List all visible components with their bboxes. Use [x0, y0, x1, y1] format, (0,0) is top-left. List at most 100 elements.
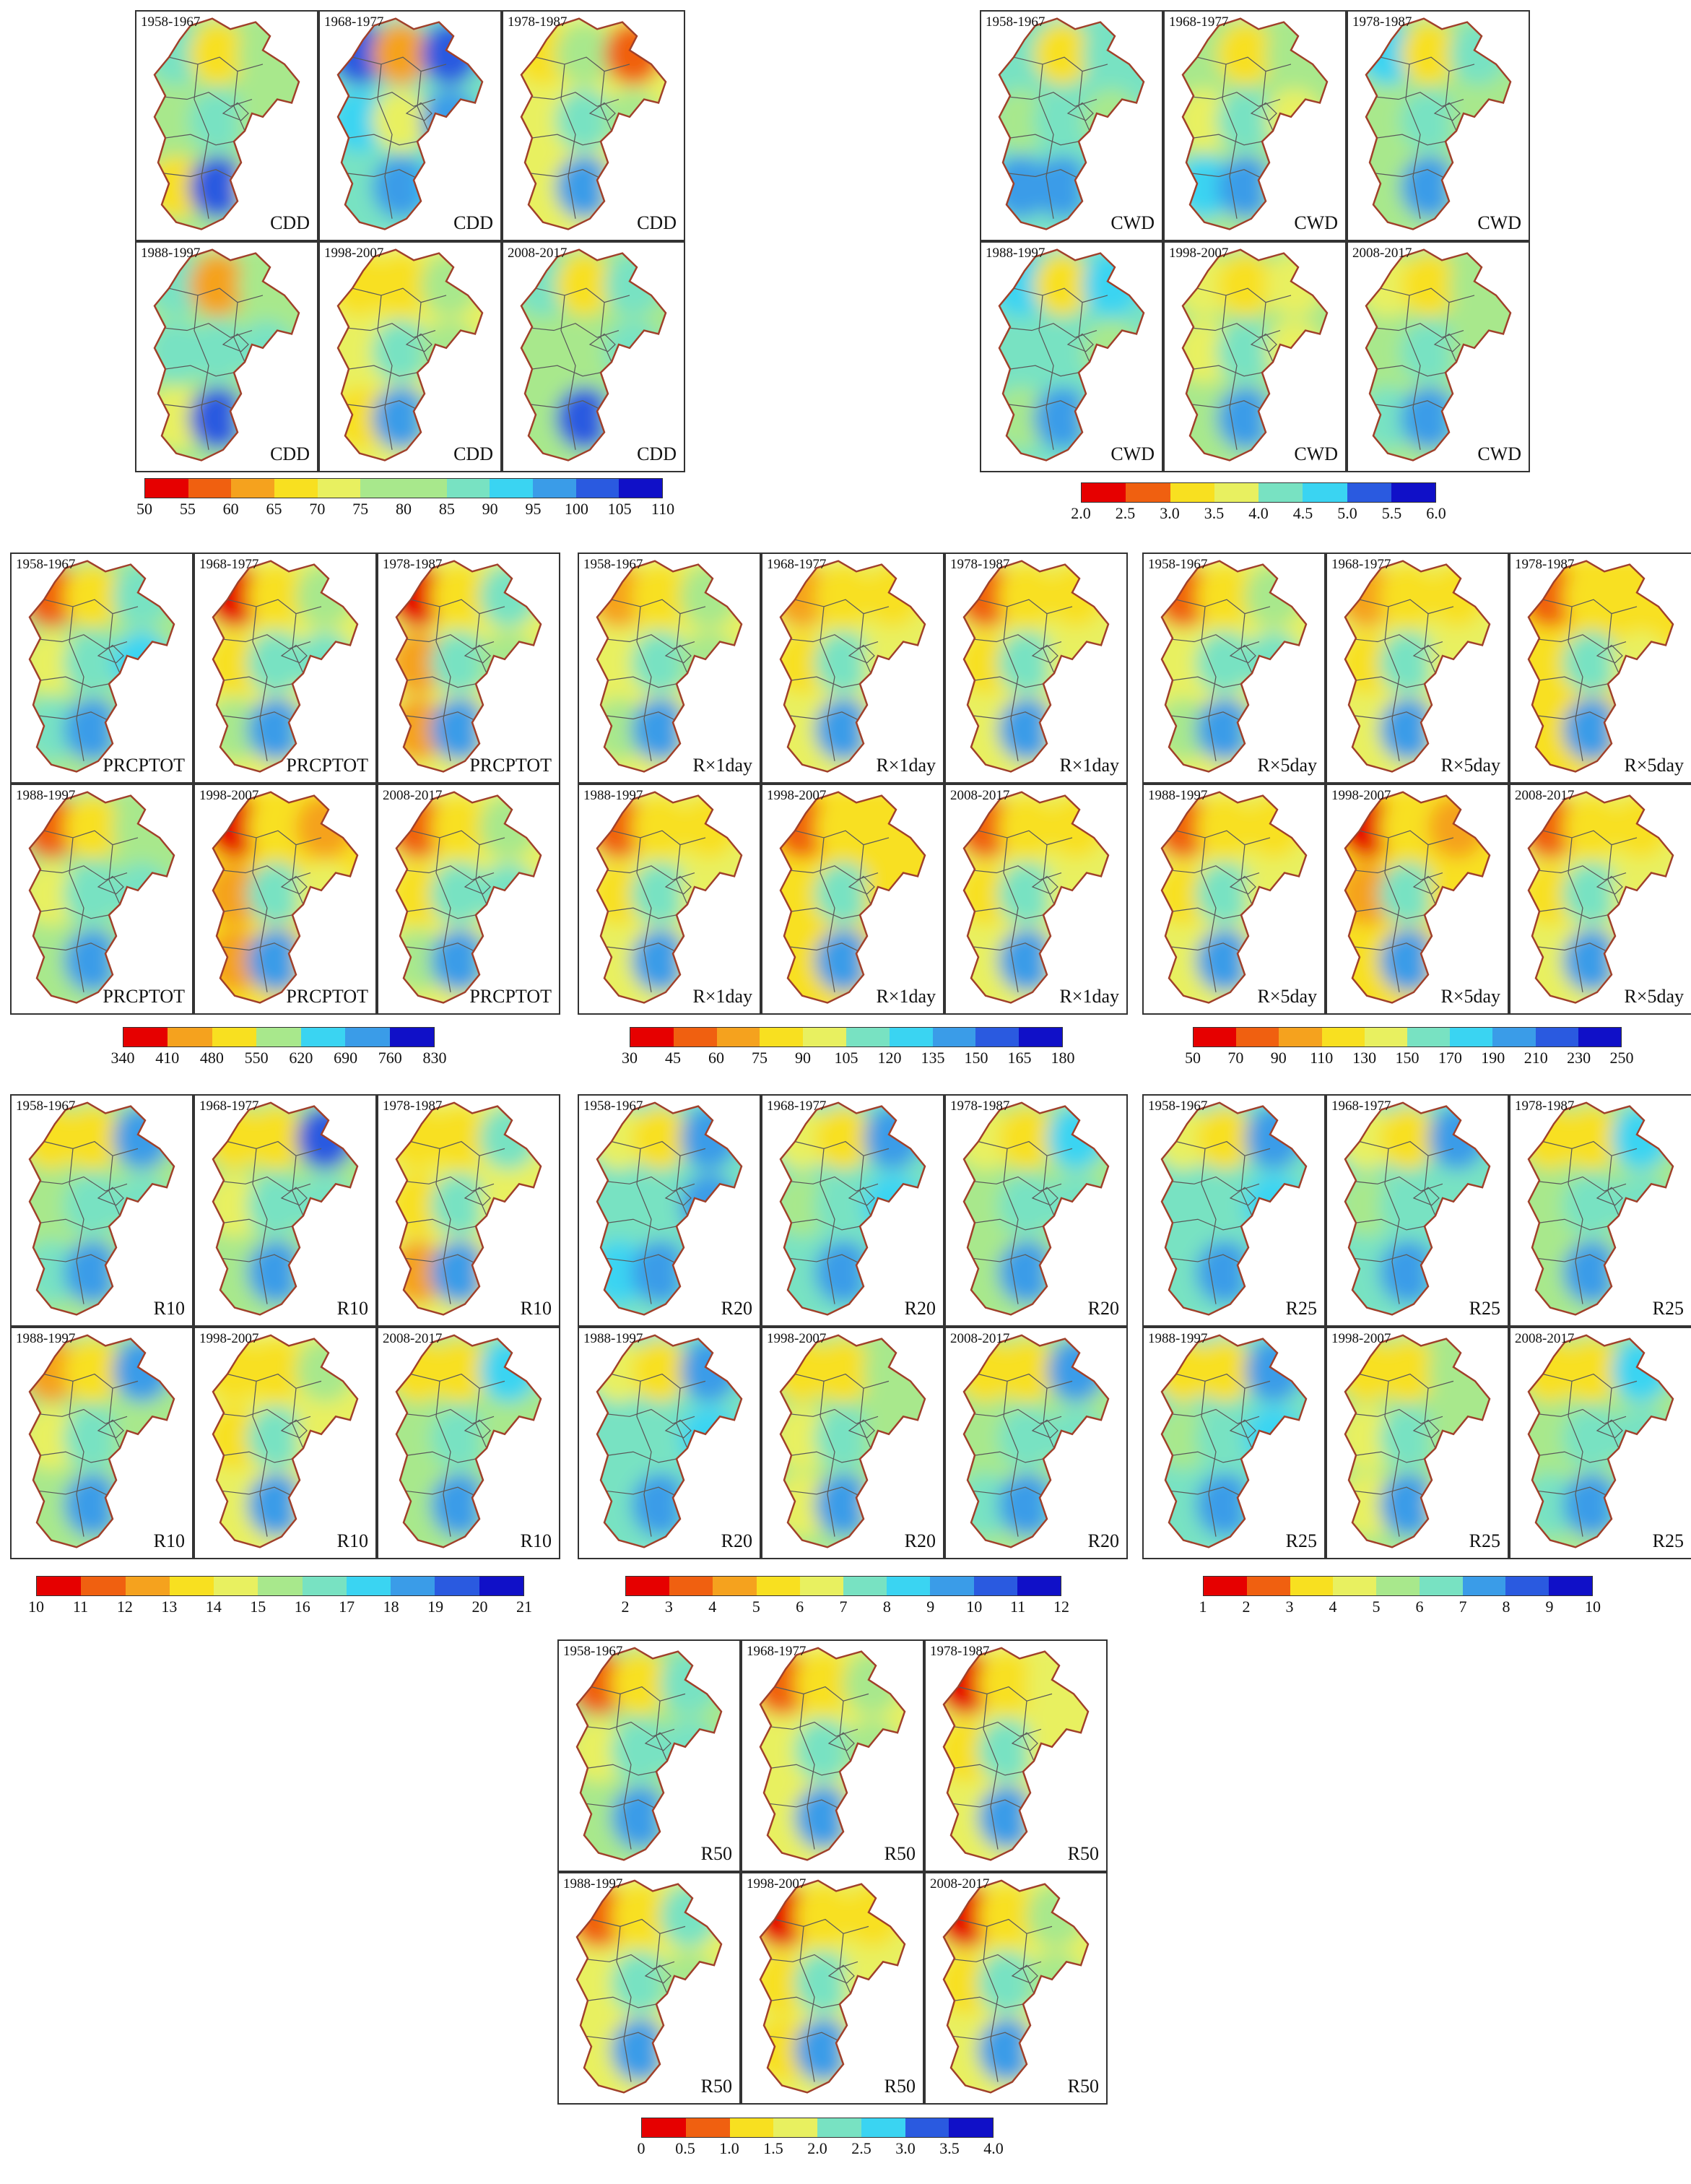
- colorbar-tick-label: 10: [28, 1598, 44, 1616]
- colorbar-tick-label: 21: [516, 1598, 532, 1616]
- colorbar-tick-label: 60: [708, 1049, 724, 1067]
- colorbar-scale: [625, 1576, 1061, 1596]
- choropleth-map: [759, 1879, 906, 2094]
- colorbar: 2 3 4 5 6 7 8 9 10 11 12: [621, 1576, 1069, 1619]
- index-label: R25: [1285, 1530, 1317, 1551]
- colorbar-tick-label: 4.0: [1248, 504, 1269, 522]
- period-label: 2008-2017: [1352, 246, 1412, 261]
- choropleth-map: [596, 560, 743, 773]
- choropleth-map: [395, 1101, 542, 1316]
- period-label: 1988-1997: [563, 1876, 623, 1892]
- index-label: R25: [1469, 1298, 1500, 1319]
- colorbar-tick-label: 16: [294, 1598, 310, 1616]
- colorbar-swatch: [302, 1577, 347, 1595]
- colorbar-tick-label: 760: [378, 1049, 402, 1067]
- map-panel: 1978-1987 PRCPTOT: [377, 552, 560, 784]
- map-panel: 1978-1987 CWD: [1347, 10, 1530, 241]
- map-panel: 1998-2007 R10: [194, 1327, 377, 1559]
- period-label: 1988-1997: [1148, 1331, 1208, 1346]
- colorbar-swatch: [760, 1028, 804, 1046]
- index-label: CDD: [637, 443, 677, 464]
- index-label: R×1day: [876, 755, 936, 776]
- choropleth-map: [1160, 1334, 1308, 1548]
- colorbar-tick-label: 2.0: [1071, 504, 1091, 522]
- period-label: 1968-1977: [767, 1098, 827, 1114]
- colorbar-swatch: [1549, 1577, 1593, 1595]
- colorbar-tick-label: 105: [607, 500, 632, 518]
- colorbar-tick-label: 110: [1310, 1049, 1334, 1067]
- colorbar-swatch: [930, 1577, 974, 1595]
- choropleth-map: [1344, 791, 1491, 1004]
- colorbar-tick-label: 170: [1438, 1049, 1462, 1067]
- period-label: 1958-1967: [141, 14, 201, 30]
- colorbar-tick-label: 3.0: [1160, 504, 1180, 522]
- colorbar-swatch: [713, 1577, 757, 1595]
- map-panel: 2008-2017 CDD: [502, 241, 685, 472]
- map-panel: 1998-2007 CDD: [318, 241, 502, 472]
- map-panel: 1968-1977 R20: [761, 1094, 944, 1327]
- index-label: R×5day: [1624, 986, 1684, 1007]
- period-label: 1998-2007: [747, 1876, 807, 1892]
- colorbar-swatch: [345, 1028, 390, 1046]
- colorbar-swatch: [843, 1577, 887, 1595]
- map-panel: 1968-1977 R25: [1326, 1094, 1509, 1327]
- map-panel: 1998-2007 PRCPTOT: [194, 784, 377, 1015]
- period-label: 2008-2017: [383, 788, 443, 803]
- index-label: PRCPTOT: [469, 986, 552, 1007]
- colorbar-swatch: [1333, 1577, 1377, 1595]
- colorbar-swatch: [905, 2118, 949, 2137]
- colorbar-swatch: [949, 2118, 993, 2137]
- map-panel: 2008-2017 R50: [924, 1872, 1108, 2105]
- colorbar-swatch: [889, 1028, 933, 1046]
- period-label: 1958-1967: [583, 1098, 643, 1114]
- map-panel: 1998-2007 R20: [761, 1327, 944, 1559]
- colorbar-tick-label: 5.0: [1337, 504, 1357, 522]
- colorbar-tick-label: 12: [1053, 1598, 1069, 1616]
- choropleth-map: [28, 1101, 175, 1316]
- colorbar-swatch: [642, 2118, 686, 2137]
- colorbar-tick-label: 50: [136, 500, 152, 518]
- colorbar-swatch: [773, 2118, 817, 2137]
- index-label: PRCPTOT: [286, 755, 368, 776]
- period-label: 1998-2007: [1331, 1331, 1391, 1346]
- colorbar-tick-label: 2: [621, 1598, 630, 1616]
- index-label: R×5day: [1257, 755, 1317, 776]
- index-label: R20: [904, 1298, 936, 1319]
- colorbar-swatch: [630, 1028, 674, 1046]
- choropleth-map: [962, 791, 1110, 1004]
- colorbar-tick-label: 60: [222, 500, 239, 518]
- colorbar-tick-label: 0: [637, 2139, 645, 2157]
- period-label: 1988-1997: [16, 788, 76, 803]
- choropleth-map: [962, 560, 1110, 773]
- colorbar-tick-label: 90: [1270, 1049, 1287, 1067]
- colorbar-swatch: [846, 1028, 890, 1046]
- colorbar-swatch: [188, 479, 232, 498]
- choropleth-map: [779, 1101, 926, 1316]
- index-label: PRCPTOT: [286, 986, 368, 1007]
- colorbar-swatch: [123, 1028, 168, 1046]
- colorbar-swatch: [669, 1577, 713, 1595]
- choropleth-map: [575, 1647, 723, 1861]
- colorbar-tick-label: 17: [339, 1598, 355, 1616]
- colorbar-tick-label: 165: [1007, 1049, 1032, 1067]
- colorbar-swatch: [1246, 1577, 1290, 1595]
- choropleth-map: [596, 1101, 743, 1316]
- colorbar-swatch: [258, 1577, 303, 1595]
- choropleth-map: [1181, 248, 1329, 462]
- map-panel: 2008-2017 R×5day: [1509, 784, 1691, 1015]
- colorbar-swatch: [37, 1577, 82, 1595]
- choropleth-map: [336, 17, 484, 230]
- choropleth-map: [1344, 1334, 1491, 1548]
- colorbar-tick-label: 70: [1227, 1049, 1244, 1067]
- colorbar-tick-label: 6: [796, 1598, 804, 1616]
- colorbar-tick-label: 250: [1609, 1049, 1634, 1067]
- colorbar-tick-label: 2.0: [807, 2139, 827, 2157]
- index-label: R×5day: [1257, 986, 1317, 1007]
- choropleth-map: [395, 560, 542, 773]
- map-panel: 1958-1967 R25: [1142, 1094, 1326, 1327]
- colorbar-tick-label: 9: [1545, 1598, 1554, 1616]
- colorbar-tick-label: 0.5: [675, 2139, 695, 2157]
- colorbar-tick-label: 5.5: [1381, 504, 1402, 522]
- choropleth-map: [942, 1879, 1090, 2094]
- colorbar-tick-label: 45: [665, 1049, 681, 1067]
